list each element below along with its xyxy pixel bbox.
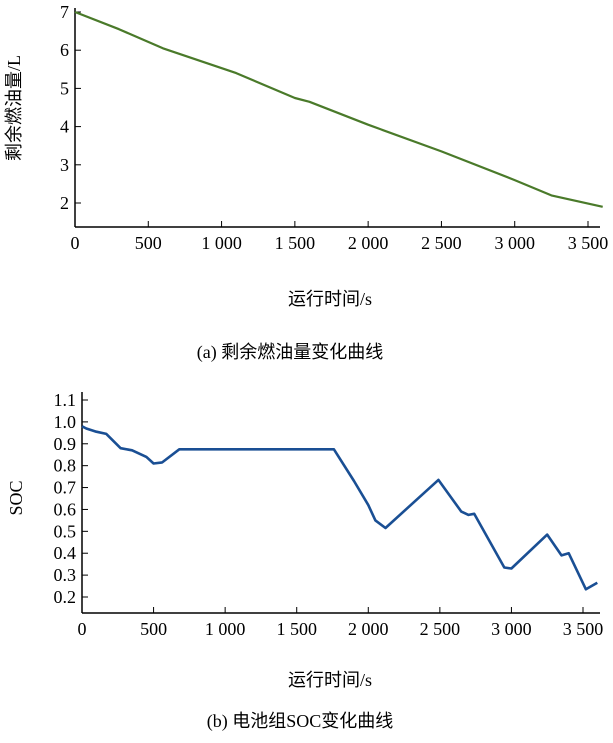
y-tick-label: 0.5: [54, 521, 77, 541]
y-tick-label: 2: [60, 193, 69, 213]
x-tick-label: 3 000: [491, 619, 532, 639]
x-tick-label: 1 000: [201, 233, 242, 253]
series-line: [81, 425, 598, 591]
x-tick-label: 2 500: [420, 619, 461, 639]
x-tick-label: 1 500: [275, 233, 316, 253]
x-tick-label: 500: [140, 619, 167, 639]
chart-fuel: 0 500 1 000 1 500 2 000 2 500 3 000 3 500 2 3 4 5 6 7: [60, 2, 608, 253]
chart-a-caption: (a) 剩余燃油量变化曲线: [197, 342, 383, 363]
x-tick-label: 2 000: [348, 233, 389, 253]
y-tick-label: 4: [60, 117, 69, 137]
y-tick-label: 5: [60, 78, 69, 98]
y-tick-label: 6: [60, 40, 69, 60]
x-tick-label: 0: [78, 619, 87, 639]
y-tick-label: 3: [60, 155, 69, 175]
y-tick-label: 0.3: [54, 565, 77, 585]
y-tick-label: 1.0: [54, 412, 77, 432]
chart-a-ylabel: 剩余燃油量/L: [4, 55, 24, 161]
series-line: [74, 10, 603, 208]
x-tick-label: 1 000: [205, 619, 246, 639]
y-tick-label: 0.6: [54, 499, 77, 519]
chart-b-caption: (b) 电池组SOC变化曲线: [207, 711, 394, 732]
x-tick-label: 1 500: [276, 619, 317, 639]
chart-b-xlabel: 运行时间/s: [288, 670, 372, 690]
y-tick-label: 0.4: [54, 543, 77, 563]
x-tick-label: 2 500: [421, 233, 462, 253]
x-tick-label: 3 000: [494, 233, 535, 253]
y-tick-label: 0.7: [54, 478, 77, 498]
chart-a-xlabel: 运行时间/s: [288, 289, 372, 309]
chart-soc: 0 500 1 000 1 500 2 000 2 500 3 000 3 500 0.20.3…: [54, 390, 604, 639]
y-tick-label: 7: [60, 2, 69, 22]
x-tick-label: 500: [135, 233, 162, 253]
y-tick-label: 0.2: [54, 587, 77, 607]
y-tick-label: 0.8: [54, 456, 77, 476]
x-tick-label: 3 500: [563, 619, 604, 639]
x-tick-label: 2 000: [348, 619, 389, 639]
x-tick-label: 0: [71, 233, 80, 253]
y-tick-label: 0.9: [54, 434, 77, 454]
x-tick-label: 3 500: [568, 233, 609, 253]
chart-b-ylabel: SOC: [6, 480, 26, 515]
y-tick-label: 1.1: [54, 390, 77, 410]
